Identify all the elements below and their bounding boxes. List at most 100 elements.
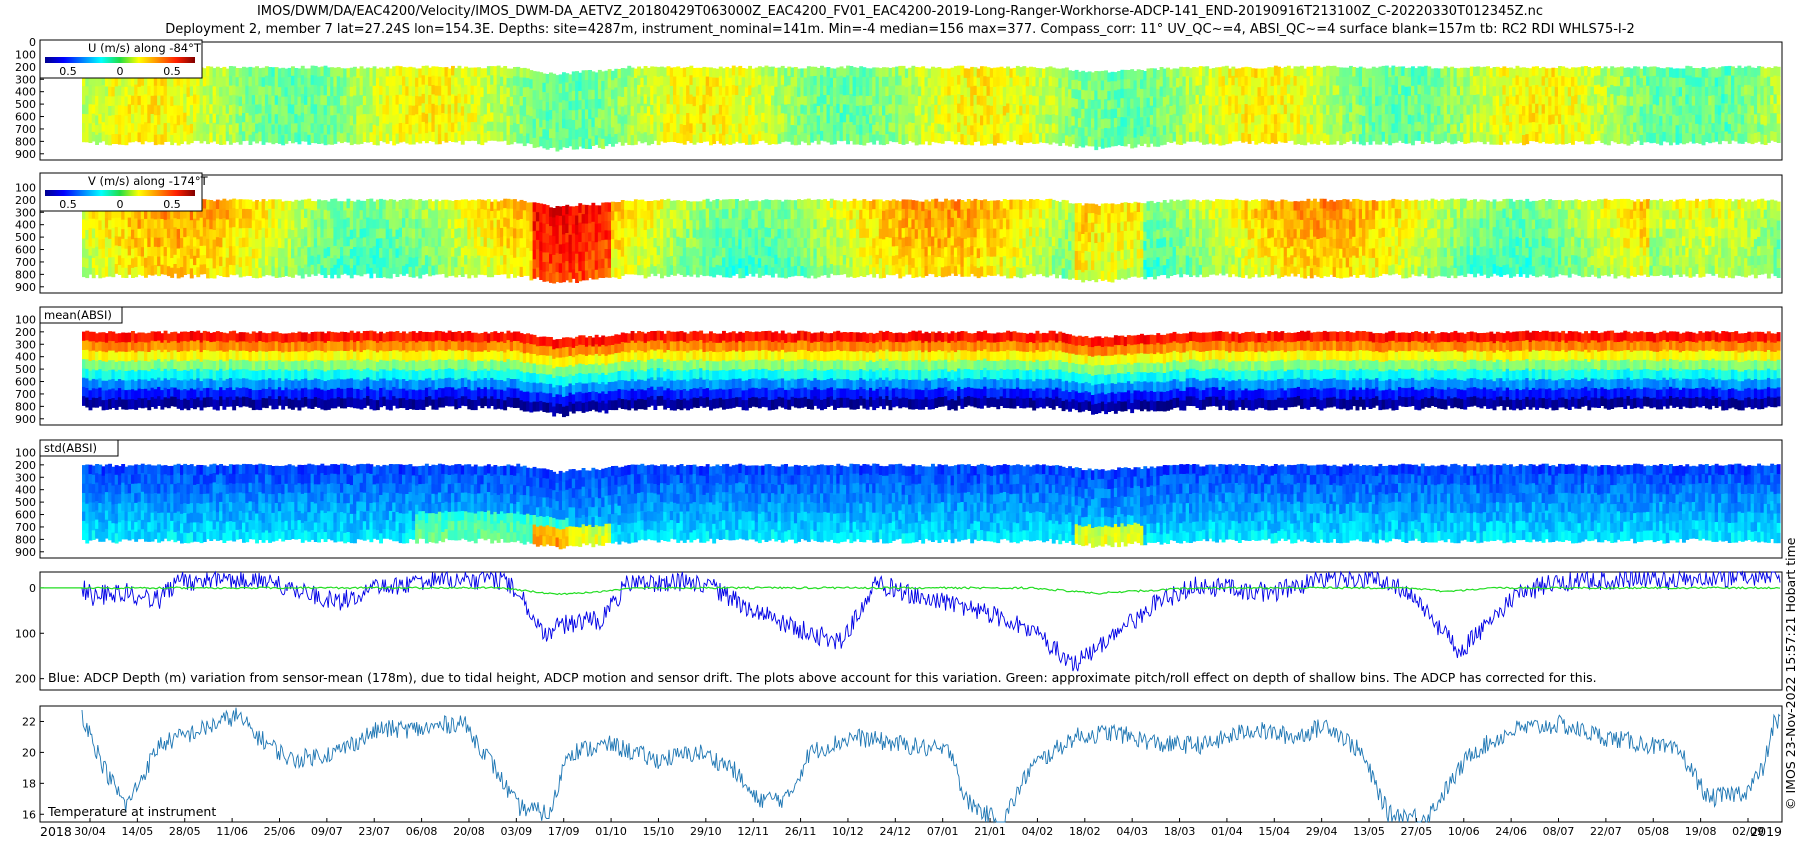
heatmap-cell xyxy=(434,95,439,106)
heatmap-cell xyxy=(539,99,544,110)
heatmap-cell xyxy=(424,65,429,76)
heatmap-cell xyxy=(271,67,276,78)
heatmap-cell xyxy=(480,106,485,117)
heatmap-cell xyxy=(568,119,573,129)
heatmap-cell xyxy=(382,95,387,106)
heatmap-cell xyxy=(193,76,197,86)
heatmap-cell xyxy=(385,133,390,144)
heatmap-cell xyxy=(206,104,210,116)
heatmap-cell xyxy=(232,132,237,143)
heatmap-cell xyxy=(558,102,563,113)
heatmap-cell xyxy=(581,70,586,81)
heatmap-cell xyxy=(539,127,544,138)
heatmap-cell xyxy=(421,65,426,76)
heatmap-cell xyxy=(366,95,370,106)
heatmap-cell xyxy=(562,128,566,138)
heatmap-cell xyxy=(271,124,276,135)
heatmap-cell xyxy=(193,103,197,114)
heatmap-cell xyxy=(470,122,475,132)
heatmap-cell xyxy=(571,81,576,92)
heatmap-cell xyxy=(565,110,570,121)
heatmap-cell xyxy=(513,67,517,77)
heatmap-cell xyxy=(307,87,312,98)
heatmap-cell xyxy=(415,68,419,79)
heatmap-cell xyxy=(496,93,501,104)
heatmap-cell xyxy=(140,85,145,96)
heatmap-cell xyxy=(444,114,449,124)
heatmap-cell xyxy=(441,113,446,123)
heatmap-cell xyxy=(529,97,534,108)
heatmap-cell xyxy=(496,131,501,142)
heatmap-cell xyxy=(375,106,380,117)
heatmap-cell xyxy=(147,86,152,96)
heatmap-cell xyxy=(98,104,103,115)
heatmap-cell xyxy=(245,131,250,141)
heatmap-cell xyxy=(418,133,423,144)
heatmap-cell xyxy=(111,124,116,135)
heatmap-cell xyxy=(238,115,243,126)
heatmap-cell xyxy=(372,95,377,106)
heatmap-cell xyxy=(470,67,475,78)
heatmap-cell xyxy=(330,86,335,97)
heatmap-cell xyxy=(493,121,498,132)
heatmap-cell xyxy=(581,138,586,149)
heatmap-cell xyxy=(235,77,240,87)
heatmap-cell xyxy=(581,80,586,91)
heatmap-cell xyxy=(251,85,256,96)
heatmap-cell xyxy=(91,131,96,142)
heatmap-cell xyxy=(215,105,220,116)
heatmap-cell xyxy=(127,132,132,143)
heatmap-cell xyxy=(137,114,142,124)
heatmap-cell xyxy=(310,84,315,95)
heatmap-cell xyxy=(532,128,537,139)
heatmap-cell xyxy=(291,66,295,77)
heatmap-cell xyxy=(284,134,289,144)
heatmap-cell xyxy=(183,112,188,123)
heatmap-cell xyxy=(183,93,188,104)
heatmap-cell xyxy=(104,76,109,87)
heatmap-cell xyxy=(575,90,579,101)
heatmap-cell xyxy=(173,114,178,125)
heatmap-cell xyxy=(186,106,191,117)
heatmap-cell xyxy=(392,115,397,126)
heatmap-cell xyxy=(447,86,452,96)
heatmap-cell xyxy=(395,75,400,86)
heatmap-cell xyxy=(196,122,201,132)
heatmap-cell xyxy=(199,133,204,144)
heatmap-cell xyxy=(340,124,344,134)
heatmap-cell xyxy=(454,132,459,143)
heatmap-cell xyxy=(509,134,514,145)
heatmap-cell xyxy=(555,132,560,142)
heatmap-cell xyxy=(424,84,429,95)
heatmap-cell xyxy=(362,123,367,133)
heatmap-cell xyxy=(388,113,393,124)
heatmap-cell xyxy=(114,134,119,144)
heatmap-cell xyxy=(395,123,400,135)
heatmap-cell xyxy=(98,132,103,143)
heatmap-cell xyxy=(359,104,364,115)
heatmap-cell xyxy=(562,118,566,129)
heatmap-cell xyxy=(297,124,302,135)
heatmap-cell xyxy=(127,85,132,96)
heatmap-cell xyxy=(131,114,135,124)
heatmap-cell xyxy=(483,68,488,78)
heatmap-cell xyxy=(206,66,210,77)
heatmap-cell xyxy=(584,128,589,140)
heatmap-cell xyxy=(565,73,570,83)
heatmap-cell xyxy=(431,66,436,77)
heatmap-cell xyxy=(552,110,557,121)
heatmap-cell xyxy=(509,87,514,98)
heatmap-cell xyxy=(212,131,217,142)
heatmap-cell xyxy=(385,76,390,87)
heatmap-cell xyxy=(124,115,129,126)
heatmap-cell xyxy=(1776,95,1781,106)
heatmap-cell xyxy=(395,94,400,106)
heatmap-cell xyxy=(382,105,387,115)
heatmap-cell xyxy=(264,132,269,143)
heatmap-cell xyxy=(356,96,361,107)
heatmap-cell xyxy=(362,68,367,79)
heatmap-cell xyxy=(486,103,491,113)
heatmap-cell xyxy=(388,86,393,96)
heatmap-cell xyxy=(313,133,318,144)
heatmap-cell xyxy=(369,132,374,142)
